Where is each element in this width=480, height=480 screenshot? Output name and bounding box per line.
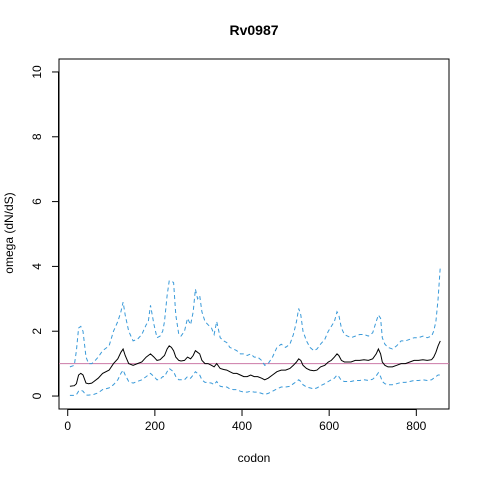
y-tick-label: 6 (30, 198, 44, 205)
y-tick-label: 10 (30, 65, 44, 79)
series-line-lower (69, 367, 441, 396)
x-tick-label: 800 (406, 419, 426, 433)
x-tick-label: 400 (232, 419, 252, 433)
series-line-upper (69, 266, 441, 368)
series-layer (69, 266, 441, 396)
y-tick-label: 2 (30, 328, 44, 335)
x-axis: 0 200 400 600 800 (64, 409, 427, 433)
x-tick-label: 200 (145, 419, 165, 433)
y-axis: 0 2 4 6 8 10 (30, 65, 59, 399)
x-axis-label: codon (238, 451, 271, 465)
y-tick-label: 8 (30, 133, 44, 140)
y-axis-label: omega (dN/dS) (2, 192, 16, 273)
x-tick-label: 600 (319, 419, 339, 433)
y-tick-label: 0 (30, 392, 44, 399)
x-tick-label: 0 (64, 419, 71, 433)
series-line-estimate (69, 340, 441, 387)
y-tick-label: 4 (30, 263, 44, 270)
chart-title: Rv0987 (229, 22, 278, 38)
